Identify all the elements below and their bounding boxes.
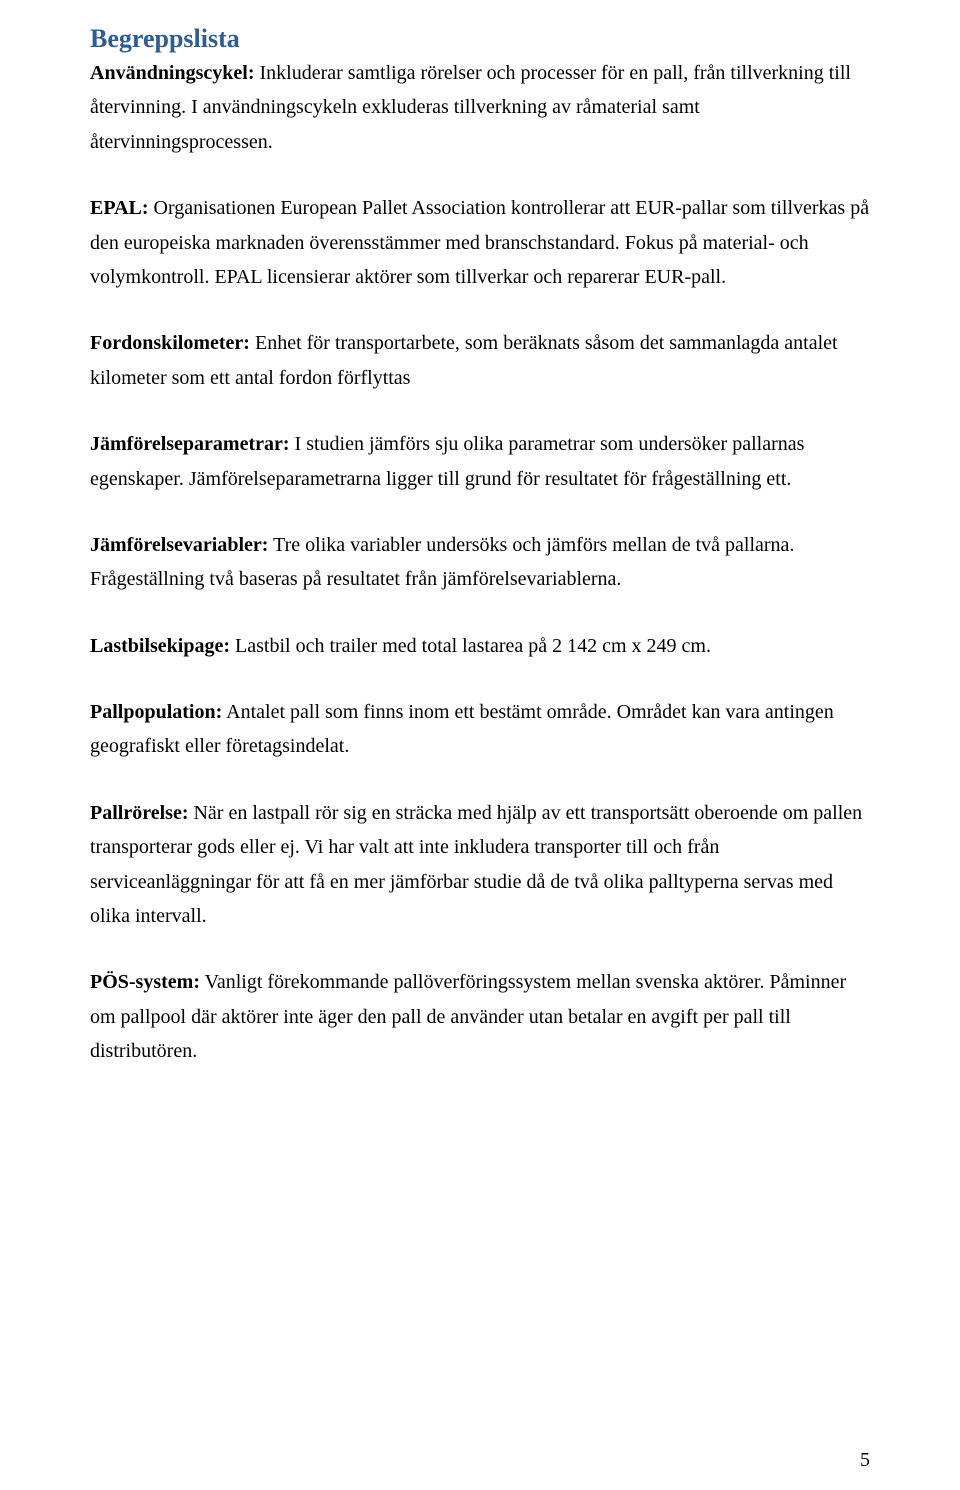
page-title: Begreppslista [90,24,870,54]
definition-text: Lastbil och trailer med total lastarea p… [230,635,711,657]
glossary-entry: Lastbilsekipage: Lastbil och trailer med… [90,629,870,663]
definition-text: Vanligt förekommande pallöverföringssyst… [90,971,846,1062]
document-page: Begreppslista Användningscykel: Inkluder… [0,0,960,1490]
definition-text: När en lastpall rör sig en sträcka med h… [90,802,862,927]
term: Lastbilsekipage: [90,635,230,657]
glossary-entry: Fordonskilometer: Enhet för transportarb… [90,326,870,395]
term: Jämförelseparametrar: [90,433,290,455]
glossary-entry: Jämförelsevariabler: Tre olika variabler… [90,528,870,597]
glossary-entry: Pallrörelse: När en lastpall rör sig en … [90,796,870,934]
glossary-entry: PÖS-system: Vanligt förekommande pallöve… [90,965,870,1068]
term: Pallrörelse: [90,802,188,824]
glossary-entry: Jämförelseparametrar: I studien jämförs … [90,427,870,496]
definition-text: Organisationen European Pallet Associati… [90,197,869,288]
term: Jämförelsevariabler: [90,534,268,556]
term: Fordonskilometer: [90,332,250,354]
glossary-entry: Användningscykel: Inkluderar samtliga rö… [90,56,870,159]
term: EPAL: [90,197,149,219]
glossary-entry: EPAL: Organisationen European Pallet Ass… [90,191,870,294]
term: Användningscykel: [90,62,255,84]
page-number: 5 [860,1449,870,1472]
glossary-entry: Pallpopulation: Antalet pall som finns i… [90,695,870,764]
term: PÖS-system: [90,971,200,993]
term: Pallpopulation: [90,701,222,723]
